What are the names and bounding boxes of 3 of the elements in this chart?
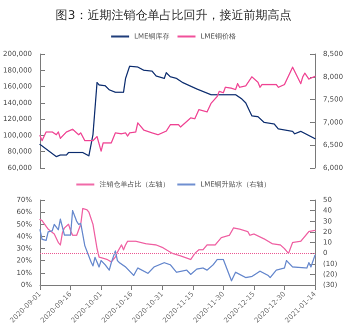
line-series (39, 210, 316, 282)
line-series (39, 208, 316, 263)
chart-title: 图3：近期注销仓单占比回升，接近前期高点 (56, 8, 292, 22)
